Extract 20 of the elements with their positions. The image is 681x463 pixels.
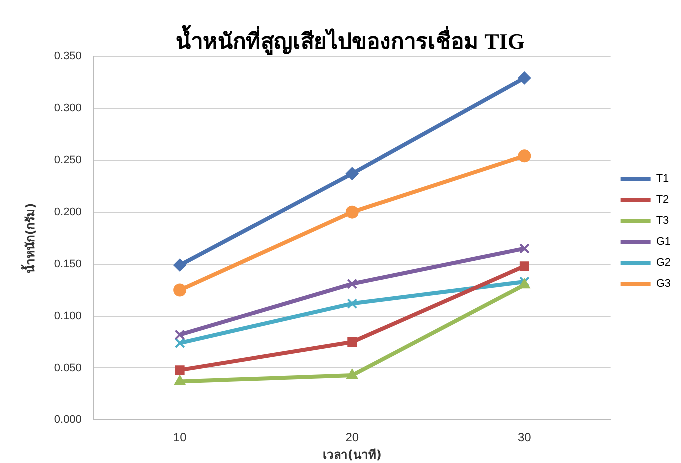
legend-label: T1 [656, 173, 670, 186]
x-tick-label: 30 [518, 430, 532, 445]
y-tick-label: 0.100 [54, 310, 82, 322]
y-tick-label: 0.350 [54, 50, 82, 62]
legend-label: T3 [656, 215, 670, 228]
y-tick-label: 0.200 [54, 206, 82, 218]
y-tick-label: 0.050 [54, 362, 82, 374]
y-tick-label: 0.300 [54, 102, 82, 114]
y-tick-label: 0.150 [54, 258, 82, 270]
x-axis-title: เวลา(นาที) [322, 448, 382, 462]
x-tick-label: 20 [346, 430, 360, 445]
chart-title: น้ำหนักที่สูญเสียไปของการเชื่อม TIG [176, 24, 525, 56]
legend-label: G3 [656, 278, 672, 290]
x-tick-label: 10 [173, 430, 188, 445]
legend-label: T2 [656, 194, 670, 206]
y-tick-label: 0.000 [54, 414, 82, 426]
legend-label: G2 [656, 257, 672, 270]
y-axis-title: น้ำหนัก(กรัม) [20, 203, 38, 274]
y-tick-label: 0.250 [54, 154, 82, 166]
legend-label: G1 [656, 236, 672, 248]
